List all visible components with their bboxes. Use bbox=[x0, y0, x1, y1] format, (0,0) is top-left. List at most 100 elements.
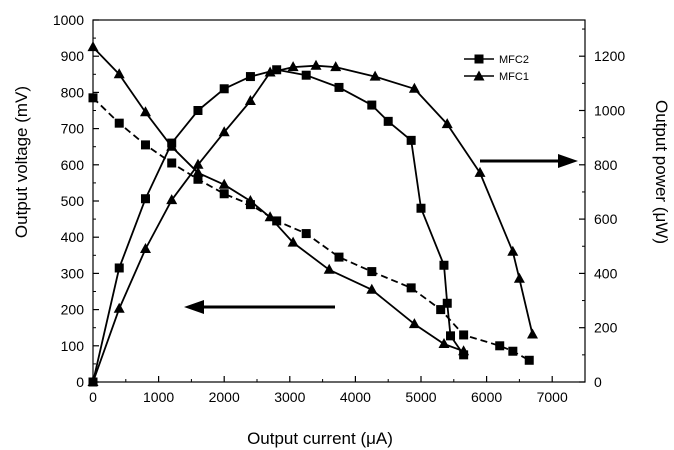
data-point-square bbox=[406, 135, 416, 145]
data-point-square bbox=[436, 305, 446, 315]
data-point-triangle bbox=[513, 272, 525, 283]
arrow-to-right-axis bbox=[480, 154, 578, 168]
data-point-square bbox=[367, 267, 377, 277]
data-point-triangle bbox=[527, 328, 538, 339]
data-point-square bbox=[193, 105, 203, 115]
tick-layer: 0 1000 2000 3000 4000 5000 6000 700001002003004… bbox=[53, 12, 626, 405]
data-point-square bbox=[272, 216, 282, 226]
y-axis-left-label: Output voltage (mV) bbox=[12, 86, 31, 238]
data-point-square bbox=[416, 203, 426, 213]
data-point-triangle bbox=[310, 59, 322, 70]
x-tick-label: 7000 bbox=[537, 389, 568, 405]
data-point-triangle bbox=[218, 126, 230, 137]
x-tick-label: 4000 bbox=[340, 389, 371, 405]
data-point-triangle bbox=[369, 70, 381, 81]
legend-label-mfc1: MFC1 bbox=[499, 71, 529, 83]
data-point-square bbox=[495, 341, 505, 351]
y-right-tick-label: 1000 bbox=[594, 102, 625, 118]
data-point-triangle bbox=[330, 61, 342, 72]
data-point-square bbox=[140, 140, 150, 150]
y-left-tick-label: 400 bbox=[61, 229, 85, 245]
y-left-tick-label: 600 bbox=[61, 157, 85, 173]
data-point-triangle bbox=[244, 195, 256, 205]
data-point-triangle bbox=[323, 263, 335, 274]
plot-frame bbox=[92, 19, 586, 383]
y-right-tick-label: 1200 bbox=[594, 48, 625, 64]
y-right-tick-label: 600 bbox=[594, 211, 618, 227]
legend-item-mfc2: MFC2 bbox=[464, 54, 529, 66]
legend-marker-triangle bbox=[473, 70, 485, 81]
data-point-triangle bbox=[166, 194, 178, 205]
data-point-triangle bbox=[140, 106, 151, 117]
data-point-triangle bbox=[264, 66, 276, 77]
data-point-triangle bbox=[192, 166, 204, 177]
data-point-triangle bbox=[264, 211, 276, 222]
data-point-square bbox=[334, 252, 344, 262]
series-line bbox=[92, 97, 530, 362]
data-point-square bbox=[140, 194, 150, 204]
legend-item-mfc1: MFC1 bbox=[464, 70, 529, 83]
data-point-triangle bbox=[287, 236, 299, 247]
data-point-triangle bbox=[507, 245, 519, 256]
data-point-square bbox=[446, 331, 456, 341]
series-mfc1-power bbox=[87, 59, 538, 386]
data-point-triangle bbox=[140, 243, 151, 253]
data-point-triangle bbox=[474, 166, 486, 177]
data-point-square bbox=[367, 100, 377, 110]
data-point-square bbox=[508, 346, 518, 356]
data-point-square bbox=[459, 350, 469, 360]
y-axis-right-label: Output power (μW) bbox=[652, 100, 671, 244]
y-left-tick-label: 800 bbox=[61, 84, 85, 100]
y-left-tick-label: 100 bbox=[61, 338, 85, 354]
data-point-triangle bbox=[366, 283, 378, 294]
legend-marker-square bbox=[474, 54, 484, 64]
data-point-square bbox=[272, 65, 282, 75]
data-point-square bbox=[219, 84, 229, 94]
data-point-square bbox=[219, 189, 229, 199]
data-point-square bbox=[114, 118, 124, 128]
data-point-square bbox=[439, 260, 449, 270]
series-line bbox=[92, 68, 465, 383]
y-left-tick-label: 500 bbox=[61, 193, 85, 209]
data-point-triangle bbox=[441, 118, 453, 129]
data-point-square bbox=[245, 72, 255, 82]
y-right-tick-label: 200 bbox=[594, 320, 618, 336]
x-tick-label: 2000 bbox=[209, 389, 240, 405]
y-right-tick-label: 400 bbox=[594, 265, 618, 281]
data-point-square bbox=[114, 263, 124, 273]
x-axis-label: Output current (μA) bbox=[247, 429, 393, 448]
arrow-to-left-axis bbox=[184, 300, 335, 314]
data-point-triangle bbox=[287, 61, 299, 72]
y-left-tick-label: 700 bbox=[61, 121, 85, 137]
x-tick-label: 0 bbox=[89, 389, 97, 405]
y-right-tick-label: 800 bbox=[594, 157, 618, 173]
series-layer bbox=[87, 41, 538, 387]
data-point-triangle bbox=[218, 178, 230, 189]
data-point-triangle bbox=[408, 82, 420, 93]
data-point-square bbox=[301, 229, 311, 239]
data-point-triangle bbox=[408, 318, 420, 329]
data-point-square bbox=[193, 174, 203, 184]
y-right-tick-label: 0 bbox=[594, 374, 602, 390]
x-tick-label: 5000 bbox=[405, 389, 436, 405]
y-left-tick-label: 200 bbox=[61, 302, 85, 318]
data-point-triangle bbox=[244, 95, 256, 105]
data-point-triangle bbox=[113, 68, 125, 79]
series-line bbox=[92, 46, 464, 353]
data-point-square bbox=[383, 116, 393, 126]
x-tick-label: 6000 bbox=[471, 389, 502, 405]
x-tick-label: 3000 bbox=[274, 389, 305, 405]
data-point-square bbox=[301, 70, 311, 80]
data-point-square bbox=[334, 82, 344, 92]
data-point-triangle bbox=[192, 158, 204, 169]
data-point-triangle bbox=[438, 338, 450, 348]
data-point-triangle bbox=[113, 302, 125, 313]
data-point-square bbox=[406, 283, 416, 293]
data-point-square bbox=[167, 138, 177, 148]
y-left-tick-label: 300 bbox=[61, 265, 85, 281]
legend-label-mfc2: MFC2 bbox=[499, 54, 529, 66]
y-left-tick-label: 1000 bbox=[53, 12, 84, 28]
x-tick-label: 1000 bbox=[143, 389, 174, 405]
y-left-tick-label: 0 bbox=[76, 374, 84, 390]
